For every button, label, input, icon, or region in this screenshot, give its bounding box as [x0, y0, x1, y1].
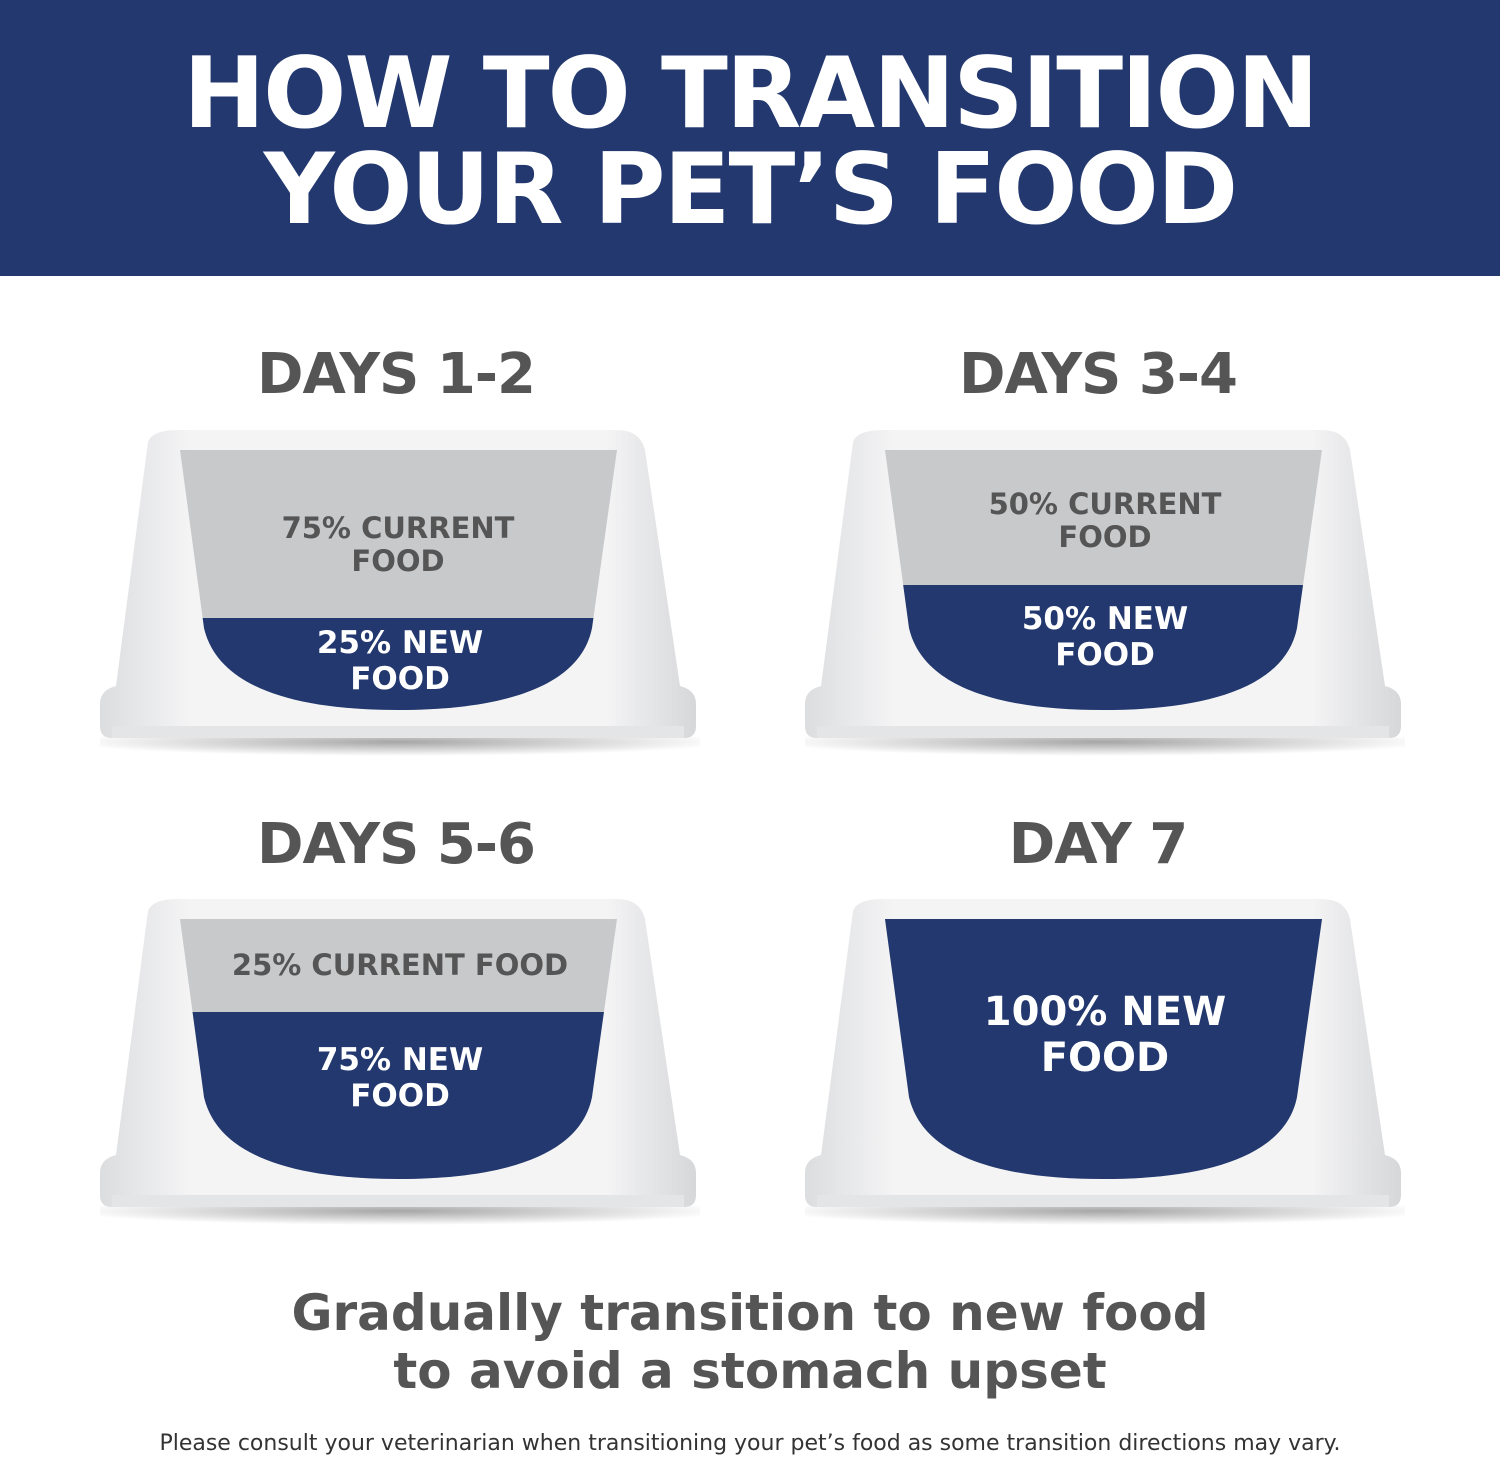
step-4-title: DAY 7	[1008, 812, 1188, 877]
title-line-2: YOUR PET’S FOOD	[263, 133, 1238, 247]
new-food-label: 100% NEW FOOD	[983, 989, 1227, 1081]
footnote: Please consult your veterinarian when tr…	[159, 1431, 1341, 1456]
step-2-title: DAYS 3-4	[958, 342, 1238, 407]
current-food-label: 25% CURRENT FOOD	[231, 948, 569, 982]
title-line-1: HOW TO TRANSITION	[183, 37, 1319, 151]
step-1-title: DAYS 1-2	[256, 342, 536, 407]
new-food-label: 50% NEW FOOD	[1021, 601, 1189, 673]
bowl-step-4: 100% NEW FOOD	[805, 897, 1405, 1237]
current-food-label: 50% CURRENT FOOD	[988, 487, 1222, 555]
bowl-step-3: 25% CURRENT FOOD 75% NEW FOOD	[100, 897, 700, 1237]
new-food-label: 75% NEW FOOD	[316, 1042, 484, 1114]
new-food-fill	[180, 1012, 617, 1179]
bowl-step-2: 50% CURRENT FOOD 50% NEW FOOD	[805, 428, 1405, 768]
current-food-label: 75% CURRENT FOOD	[281, 511, 515, 579]
tagline: Gradually transition to new food to avoi…	[0, 1284, 1500, 1400]
tagline-text: Gradually transition to new food to avoi…	[291, 1284, 1209, 1400]
header-banner: HOW TO TRANSITION YOUR PET’S FOOD	[0, 0, 1500, 276]
step-3-title: DAYS 5-6	[256, 812, 536, 877]
new-food-label: 25% NEW FOOD	[316, 625, 484, 697]
bowl-step-1: 75% CURRENT FOOD 25% NEW FOOD	[100, 428, 700, 768]
new-food-fill	[885, 919, 1322, 1179]
